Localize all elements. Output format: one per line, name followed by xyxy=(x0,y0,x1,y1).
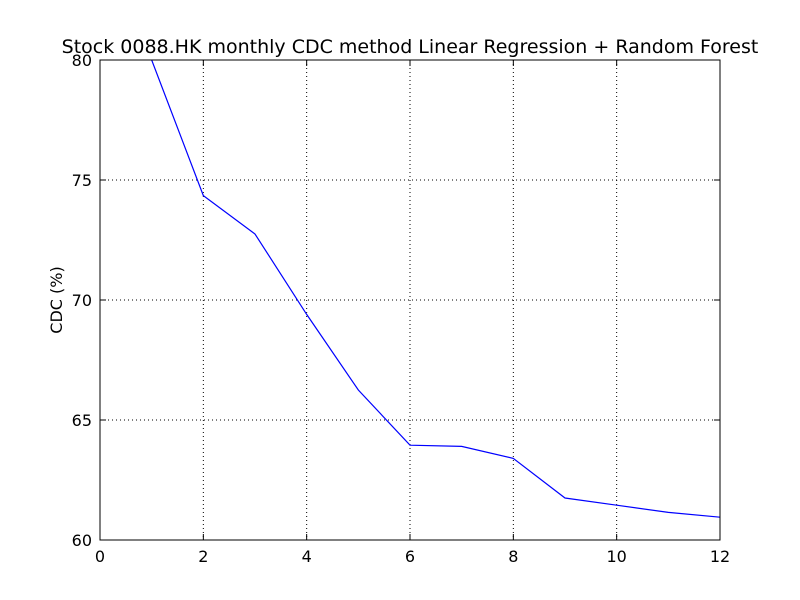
y-tick-label: 60 xyxy=(72,531,92,550)
x-tick-label: 6 xyxy=(405,547,415,566)
chart-title: Stock 0088.HK monthly CDC method Linear … xyxy=(62,36,759,58)
y-axis-label: CDC (%) xyxy=(47,266,66,333)
y-tick-label: 75 xyxy=(72,171,92,190)
x-tick-label: 10 xyxy=(606,547,626,566)
y-tick-label: 65 xyxy=(72,411,92,430)
x-tick-label: 0 xyxy=(95,547,105,566)
y-tick-label: 70 xyxy=(72,291,92,310)
x-tick-label: 8 xyxy=(508,547,518,566)
ticks: 0 2 4 6 8 10 12 60 65 70 75 80 xyxy=(72,51,731,566)
x-tick-label: 12 xyxy=(710,547,730,566)
x-tick-label: 4 xyxy=(302,547,312,566)
series-line xyxy=(151,60,720,518)
series-layer xyxy=(151,60,720,518)
grid xyxy=(100,60,720,540)
x-tick-label: 2 xyxy=(198,547,208,566)
y-tick-label: 80 xyxy=(72,51,92,70)
